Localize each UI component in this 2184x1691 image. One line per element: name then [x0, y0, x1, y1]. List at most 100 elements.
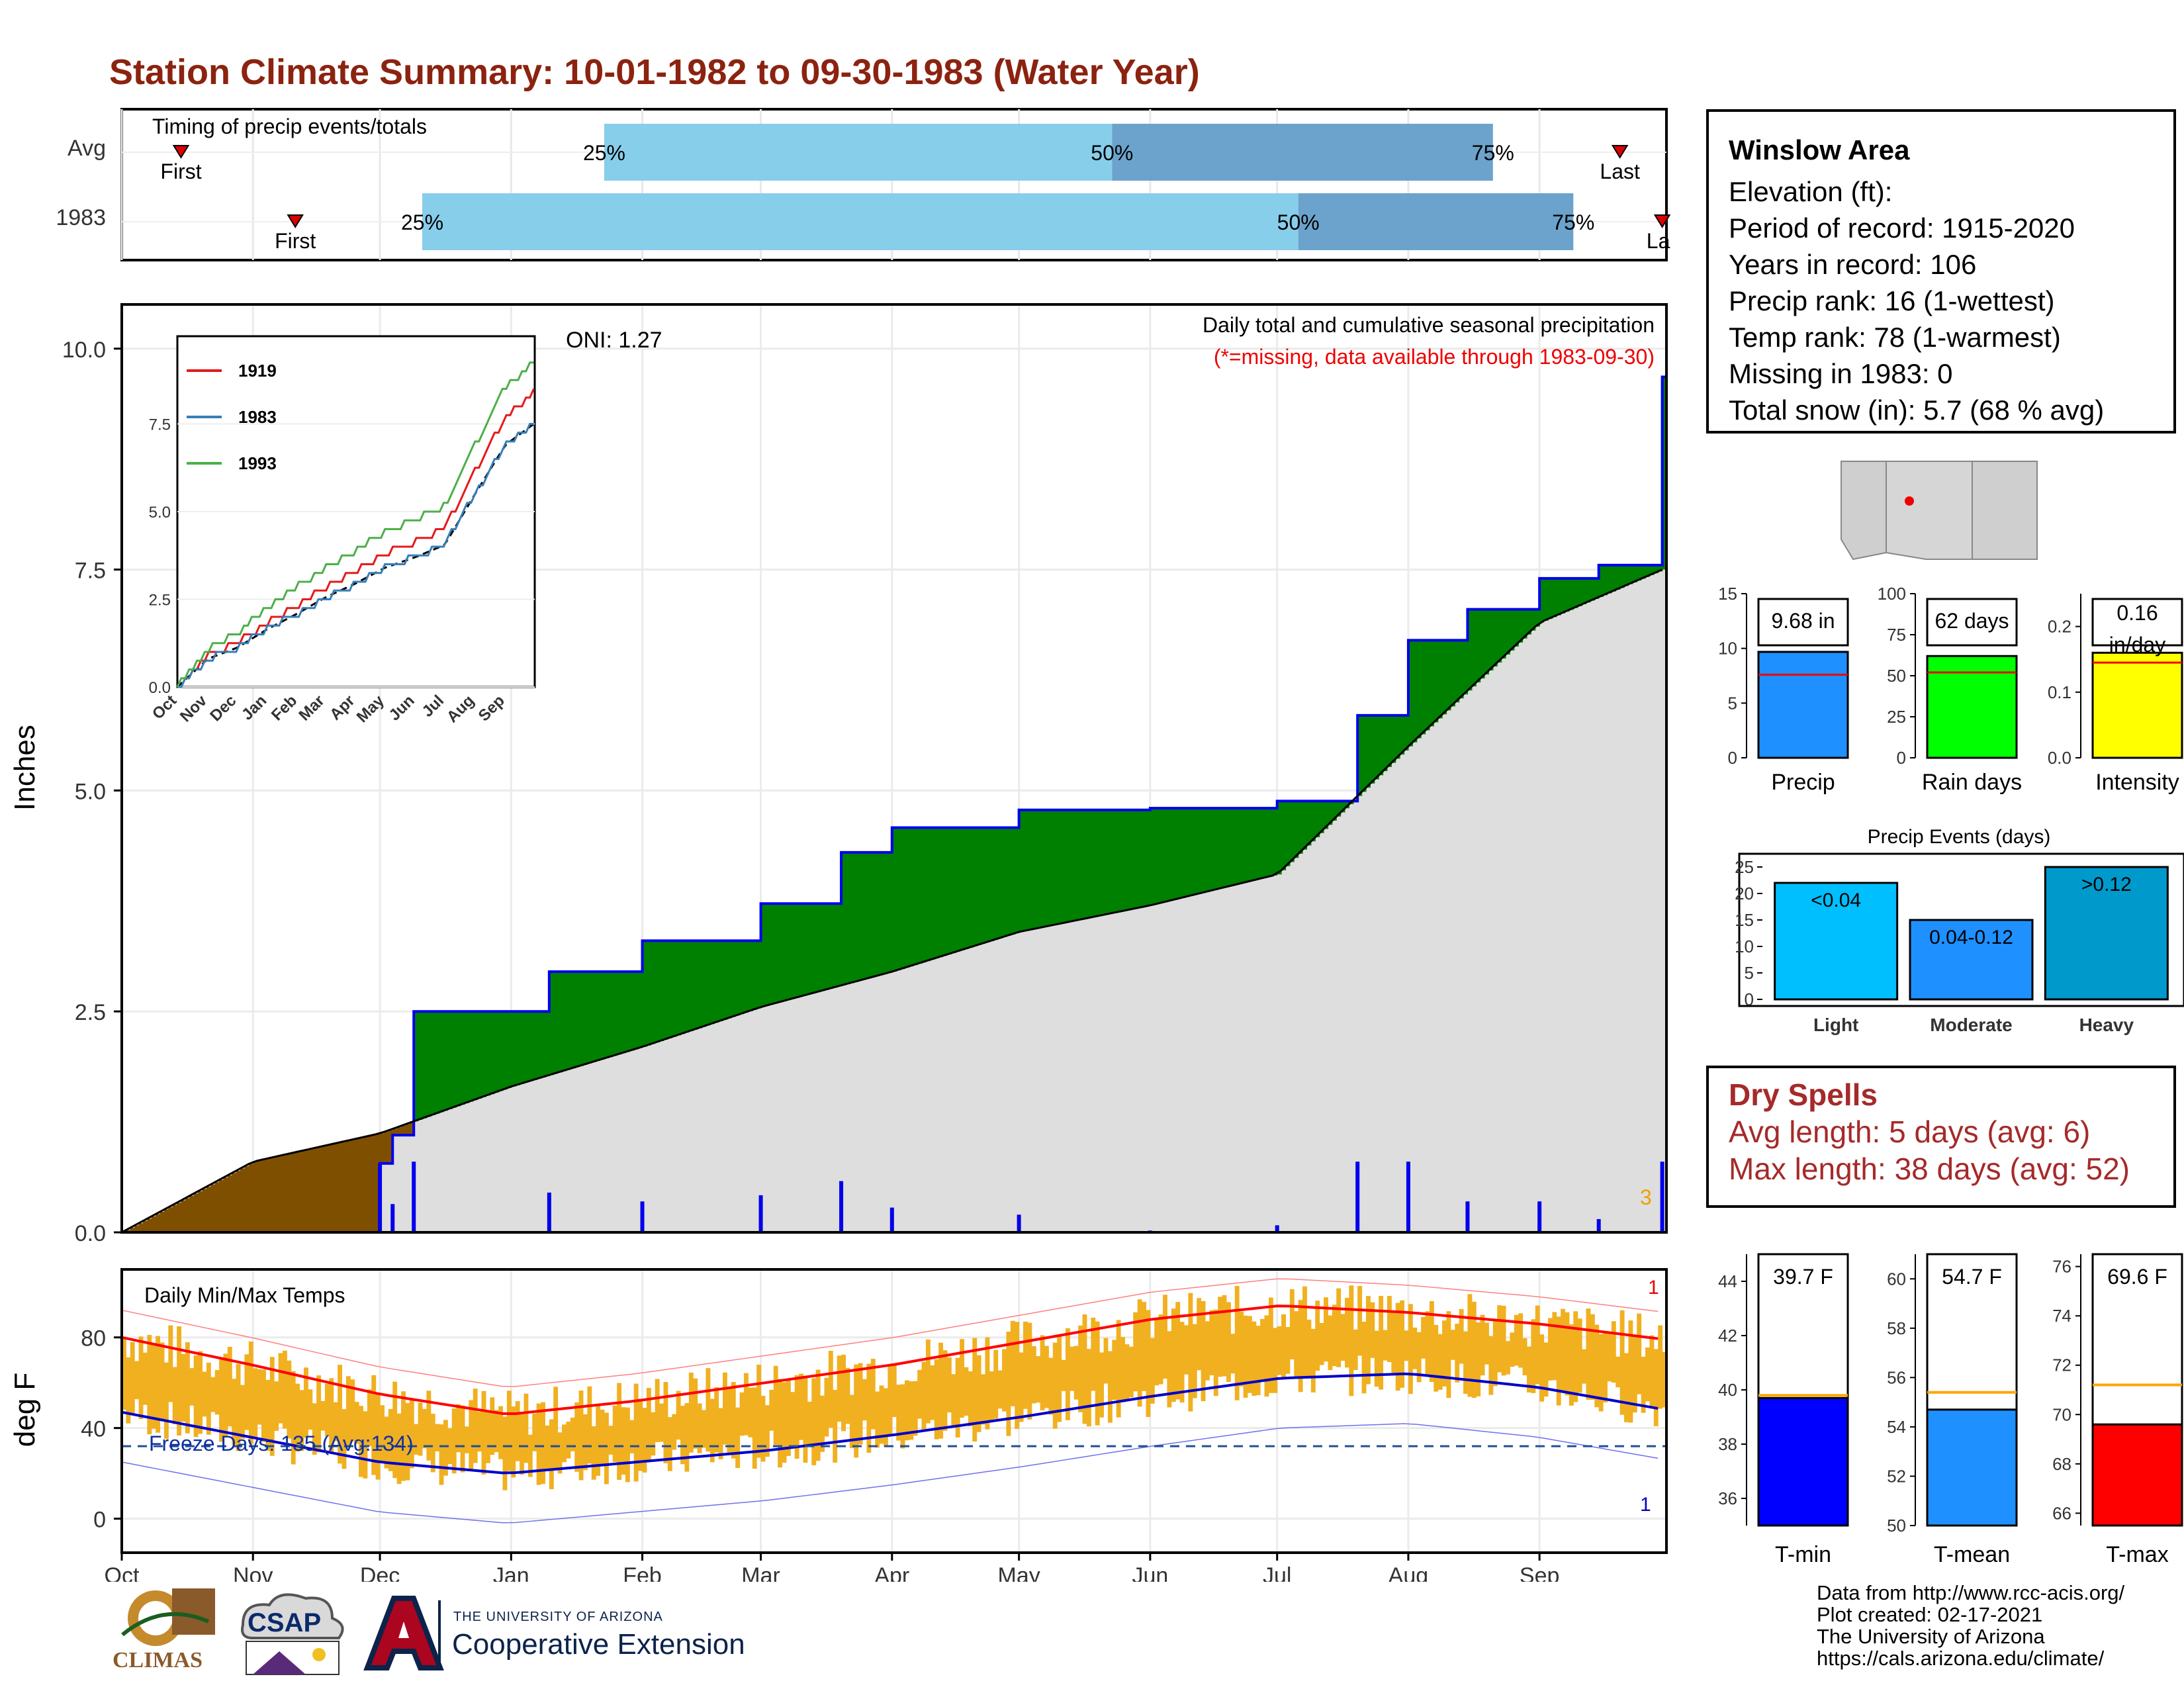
precip-ytick-label: 10.0 — [62, 338, 106, 363]
info-precip-rank: Precip rank: 16 (1-wettest) — [1729, 285, 2055, 316]
month-label: Oct — [105, 1563, 140, 1582]
tbar-ytick-label: 40 — [1718, 1380, 1737, 1400]
avg-max-line — [121, 1304, 1659, 1415]
tbar-category-label: T-mean — [1934, 1542, 2010, 1567]
last-label: La — [1647, 229, 1670, 253]
temp-y-ticks: 0 40 80 — [81, 1326, 122, 1533]
summary-bar — [1926, 655, 2018, 759]
daily-precip-bar — [1596, 1218, 1601, 1232]
summary-value-label: 0.16 — [2116, 601, 2158, 625]
credit-created: Plot created: 02-17-2021 — [1817, 1603, 2043, 1626]
first-label: First — [160, 160, 201, 183]
summary-ytick-label: 5 — [1728, 693, 1737, 713]
daily-precip-bar — [1355, 1162, 1360, 1232]
tbar-category-label: T-max — [2106, 1542, 2168, 1567]
summary-ytick-label: 50 — [1887, 666, 1906, 686]
tbar-ytick-label: 70 — [2052, 1404, 2071, 1424]
tbar-ytick-label: 42 — [1718, 1326, 1737, 1346]
timing-label: Timing of precip events/totals — [152, 114, 427, 138]
inset-series-line — [177, 423, 534, 688]
daily-precip-bar — [1275, 1225, 1279, 1232]
daily-precip-bar — [547, 1192, 551, 1232]
avg-min-line — [121, 1372, 1659, 1475]
csap-text: CSAP — [248, 1608, 322, 1637]
tbar-value-label: 69.6 F — [2107, 1265, 2167, 1289]
events-ytick-label: 5 — [1745, 963, 1754, 983]
summary-ytick-label: 0.0 — [2048, 748, 2071, 768]
temp-ytick-label: 80 — [81, 1326, 106, 1351]
summary-bar — [1757, 651, 1849, 759]
events-bar — [1909, 919, 2034, 1001]
timing-bar-lower — [604, 124, 1113, 181]
summary-ytick-label: 25 — [1887, 707, 1906, 727]
month-label: Feb — [623, 1563, 662, 1582]
dry-spells-box: Dry Spells Avg length: 5 days (avg: 6) M… — [1706, 1066, 2176, 1208]
missing-note: (*=missing, data available through 1983-… — [1214, 345, 1655, 369]
inset-ytick-label: 5.0 — [149, 504, 171, 522]
timing-pct-label: 50% — [1091, 141, 1133, 165]
month-label: Aug — [1388, 1563, 1429, 1582]
daily-precip-bar — [1537, 1201, 1542, 1232]
inset-legend-label: 1983 — [238, 407, 277, 427]
daily-precip-bar — [889, 1207, 894, 1232]
tbar-ytick-label: 52 — [1887, 1466, 1906, 1486]
credit-univ: The University of Arizona — [1817, 1625, 2045, 1648]
daily-precip-bar — [412, 1162, 416, 1232]
tbar-ytick-label: 38 — [1718, 1434, 1737, 1454]
summary-ytick-label: 15 — [1718, 584, 1737, 604]
summary-value-label: 62 days — [1934, 609, 2009, 633]
summary-value-label: 9.68 in — [1771, 609, 1835, 633]
summary-value-box — [2091, 598, 2183, 647]
temp-bars — [122, 1285, 1667, 1490]
inset-legend-label: 1919 — [238, 361, 277, 381]
tbar-ytick-label: 50 — [1887, 1516, 1906, 1535]
first-marker — [287, 214, 304, 228]
tbar-value-label: 39.7 F — [1773, 1265, 1833, 1289]
first-label: First — [275, 229, 316, 253]
climas-text: CLIMAS — [113, 1648, 203, 1672]
events-bar-label: 0.04-0.12 — [1929, 927, 2013, 948]
station-marker — [1905, 496, 1914, 506]
info-elevation: Elevation (ft): — [1729, 176, 1893, 207]
daily-precip-bar — [1465, 1201, 1470, 1232]
tbar-ytick-label: 60 — [1887, 1269, 1906, 1289]
precip-frame — [120, 303, 1668, 1234]
events-bar — [1774, 882, 1899, 1001]
inset-legend: 1919 1983 1993 — [187, 361, 277, 473]
month-label: Jul — [1263, 1563, 1291, 1582]
month-label: Nov — [233, 1563, 273, 1582]
deficit-area — [126, 800, 1358, 1232]
info-missing: Missing in 1983: 0 — [1729, 358, 1953, 389]
summary-ytick-label: 0 — [1897, 748, 1906, 768]
summary-value-label: in/day — [2109, 633, 2165, 657]
locator-map — [1840, 460, 2038, 566]
inset-series-line — [177, 388, 535, 688]
cumulative-average-line — [121, 569, 1663, 1234]
count-label: 3 — [1640, 1185, 1652, 1209]
summary-ytick-label: 0 — [1728, 748, 1737, 768]
page-title: Station Climate Summary: 10-01-1982 to 0… — [109, 52, 1200, 92]
timing-pct-label: 25% — [583, 141, 625, 165]
timing-bars: 25% 50% 75% First Last 25% 50% 75% First La — [160, 124, 1671, 253]
timing-row-avg: Avg — [68, 136, 106, 161]
daily-precip-bar — [378, 1163, 383, 1232]
climas-logo: CLIMAS — [109, 1582, 222, 1681]
timing-bar-lower — [422, 193, 1298, 250]
precip-ytick-label: 7.5 — [75, 559, 106, 584]
tbar-ytick-label: 54 — [1887, 1417, 1906, 1437]
temp-ylabel: deg F — [9, 1373, 41, 1447]
precip-ylabel: Inches — [9, 725, 41, 811]
station-info: Winslow Area Elevation (ft): Period of r… — [1706, 109, 2176, 434]
summary-category-label: Rain days — [1922, 770, 2022, 795]
dry-max: Max length: 38 days (avg: 52) — [1729, 1152, 2130, 1186]
credits: Data from http://www.rcc-acis.org/ Plot … — [1817, 1582, 2124, 1669]
tbar-ytick-label: 36 — [1718, 1488, 1737, 1508]
precip-events-chart: Precip Events (days) 0 5 10 15 20 25 <0.04 Ligh… — [1706, 826, 2184, 1039]
summary-category-label: Intensity — [2095, 770, 2179, 795]
month-label: Mar — [741, 1563, 780, 1582]
daily-precip-bar — [1017, 1214, 1021, 1232]
timing-bar-upper — [1298, 193, 1574, 250]
precip-ytick-label: 5.0 — [75, 779, 106, 804]
events-category-label: Light — [1813, 1015, 1858, 1035]
